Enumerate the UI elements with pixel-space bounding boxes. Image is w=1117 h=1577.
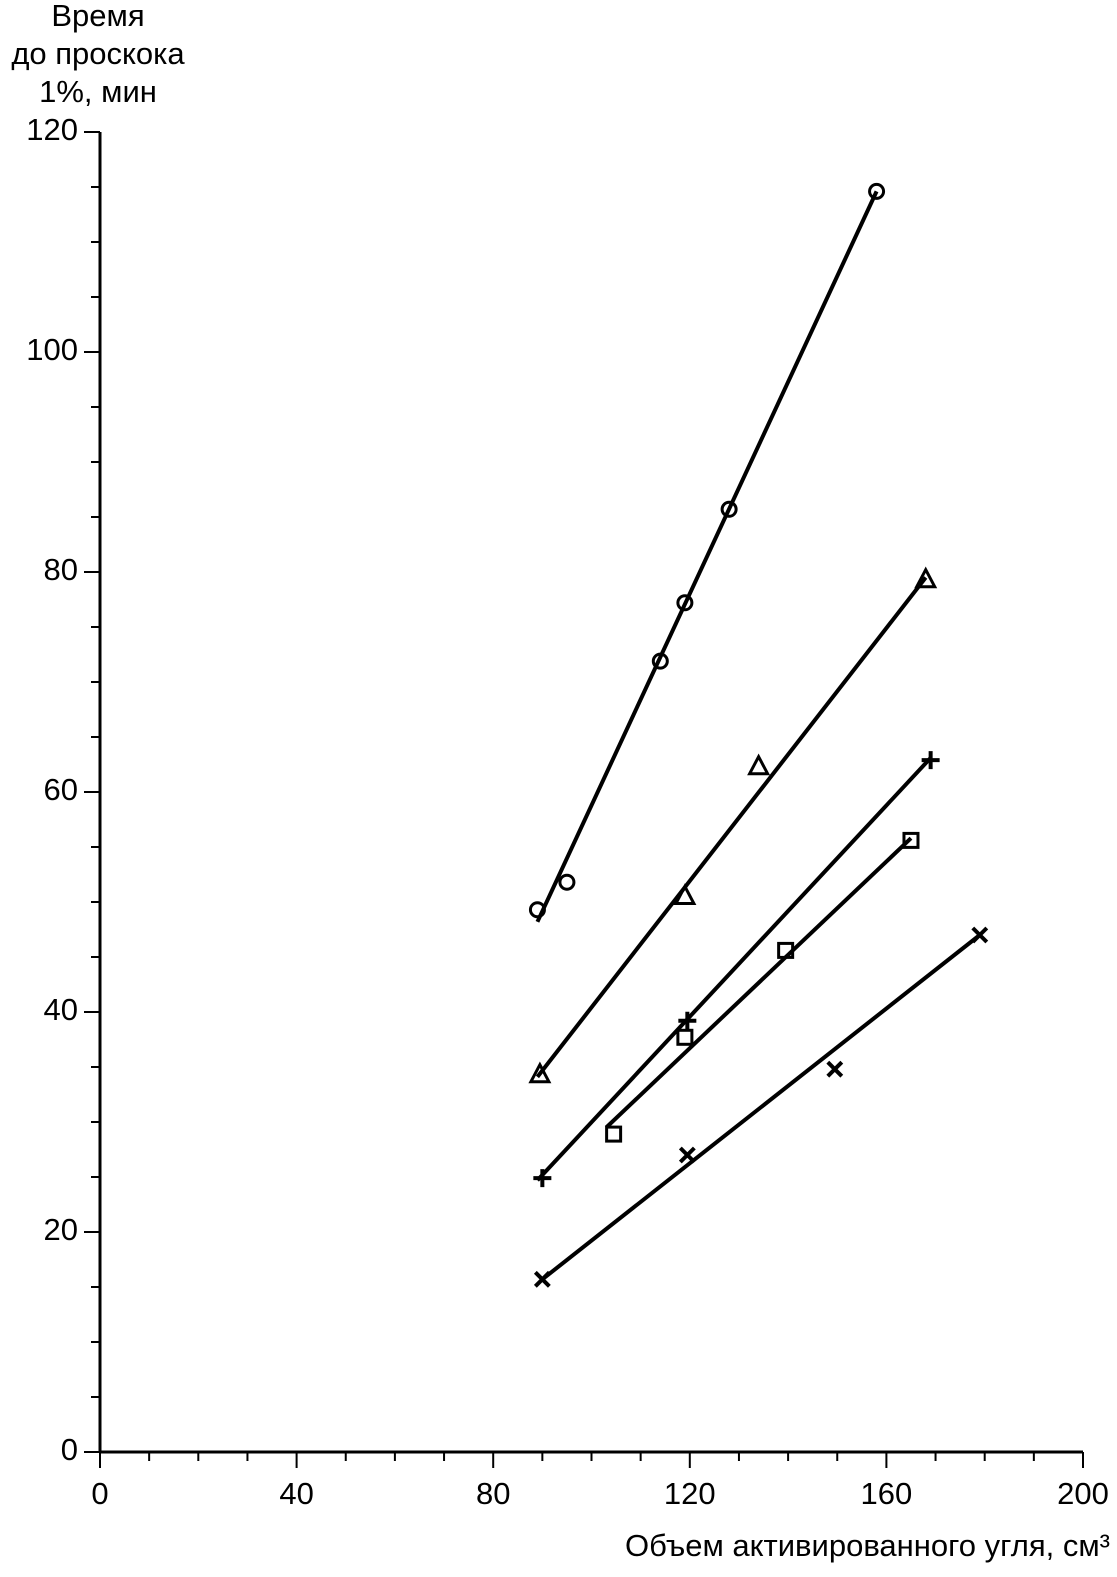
x-tick-label: 200: [1057, 1476, 1109, 1511]
point: [676, 594, 694, 612]
x-tick-label: 40: [279, 1476, 313, 1511]
x-axis-label: Объем активированного угля, см³: [625, 1528, 1110, 1563]
y-axis-label: Время: [51, 0, 144, 33]
point: [651, 652, 669, 670]
point: [678, 1011, 697, 1030]
point: [914, 566, 938, 589]
fit-line: [535, 576, 928, 1079]
fit-line: [604, 836, 913, 1129]
point: [902, 831, 920, 849]
y-tick-label: 0: [61, 1432, 78, 1467]
y-axis-label: 1%, мин: [39, 74, 157, 109]
point: [777, 941, 795, 959]
x-tick-label: 120: [664, 1476, 716, 1511]
point: [826, 1060, 844, 1078]
y-tick-label: 120: [26, 112, 78, 147]
point: [528, 1061, 552, 1084]
point: [676, 1028, 694, 1046]
x-tick-label: 80: [476, 1476, 510, 1511]
point: [868, 182, 886, 200]
point: [720, 500, 738, 518]
y-tick-label: 20: [44, 1212, 78, 1247]
y-tick-label: 80: [44, 552, 78, 587]
x-tick-label: 0: [91, 1476, 108, 1511]
point: [747, 753, 771, 776]
x-tick-label: 160: [861, 1476, 913, 1511]
point: [605, 1125, 623, 1143]
point: [678, 1146, 696, 1164]
point: [921, 751, 940, 770]
point: [971, 926, 989, 944]
point: [673, 883, 697, 905]
fit-line: [535, 756, 933, 1182]
point: [558, 873, 576, 891]
y-tick-label: 40: [44, 992, 78, 1027]
y-tick-label: 100: [26, 332, 78, 367]
fit-line: [541, 933, 982, 1281]
y-tick-label: 60: [44, 772, 78, 807]
point: [528, 901, 546, 919]
point: [533, 1270, 551, 1288]
y-axis-label: до проскока: [11, 36, 185, 71]
point: [533, 1169, 552, 1188]
fit-line: [535, 190, 879, 923]
